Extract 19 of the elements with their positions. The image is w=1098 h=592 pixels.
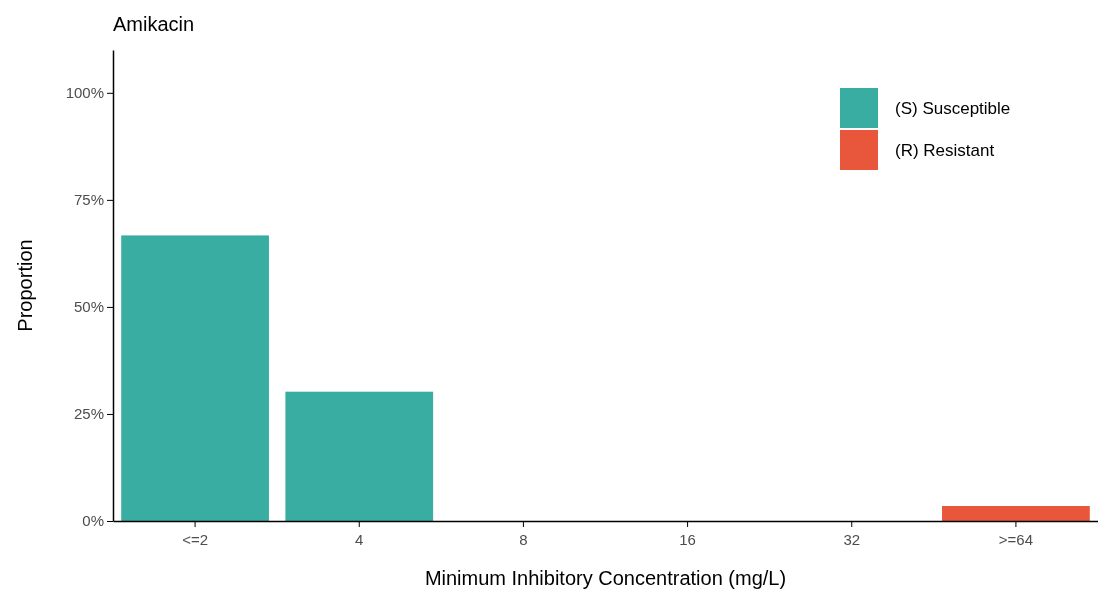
legend-label: (S) Susceptible bbox=[895, 99, 1011, 118]
bar bbox=[942, 506, 1090, 521]
y-axis-title: Proportion bbox=[14, 239, 36, 332]
bar bbox=[285, 391, 434, 521]
chart-title: Amikacin bbox=[113, 13, 195, 35]
x-tick-label: 16 bbox=[679, 531, 696, 548]
y-tick-label: 0% bbox=[82, 512, 104, 530]
x-axis-title: Minimum Inhibitory Concentration (mg/L) bbox=[424, 567, 787, 589]
y-tick-label: 75% bbox=[73, 191, 104, 209]
x-tick-label: 8 bbox=[519, 531, 528, 548]
y-tick-label: 100% bbox=[65, 84, 104, 102]
x-tick-label: <=2 bbox=[182, 531, 209, 548]
y-tick-label: 50% bbox=[73, 298, 104, 316]
bar bbox=[121, 235, 269, 521]
y-tick-label: 25% bbox=[73, 405, 104, 423]
x-tick-label: 32 bbox=[843, 531, 861, 548]
x-tick-label: >=64 bbox=[998, 531, 1034, 548]
x-tick-label: 4 bbox=[355, 531, 364, 548]
legend-label: (R) Resistant bbox=[895, 141, 995, 160]
